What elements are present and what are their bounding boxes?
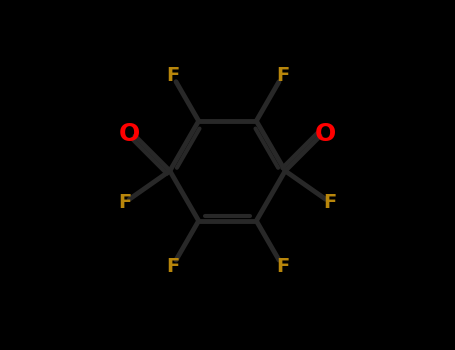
Text: O: O <box>119 122 141 146</box>
Text: F: F <box>323 193 336 212</box>
Text: F: F <box>276 66 289 85</box>
Text: F: F <box>166 66 179 85</box>
Text: F: F <box>166 257 179 276</box>
Text: F: F <box>119 193 132 212</box>
Text: F: F <box>276 257 289 276</box>
Text: O: O <box>314 122 336 146</box>
